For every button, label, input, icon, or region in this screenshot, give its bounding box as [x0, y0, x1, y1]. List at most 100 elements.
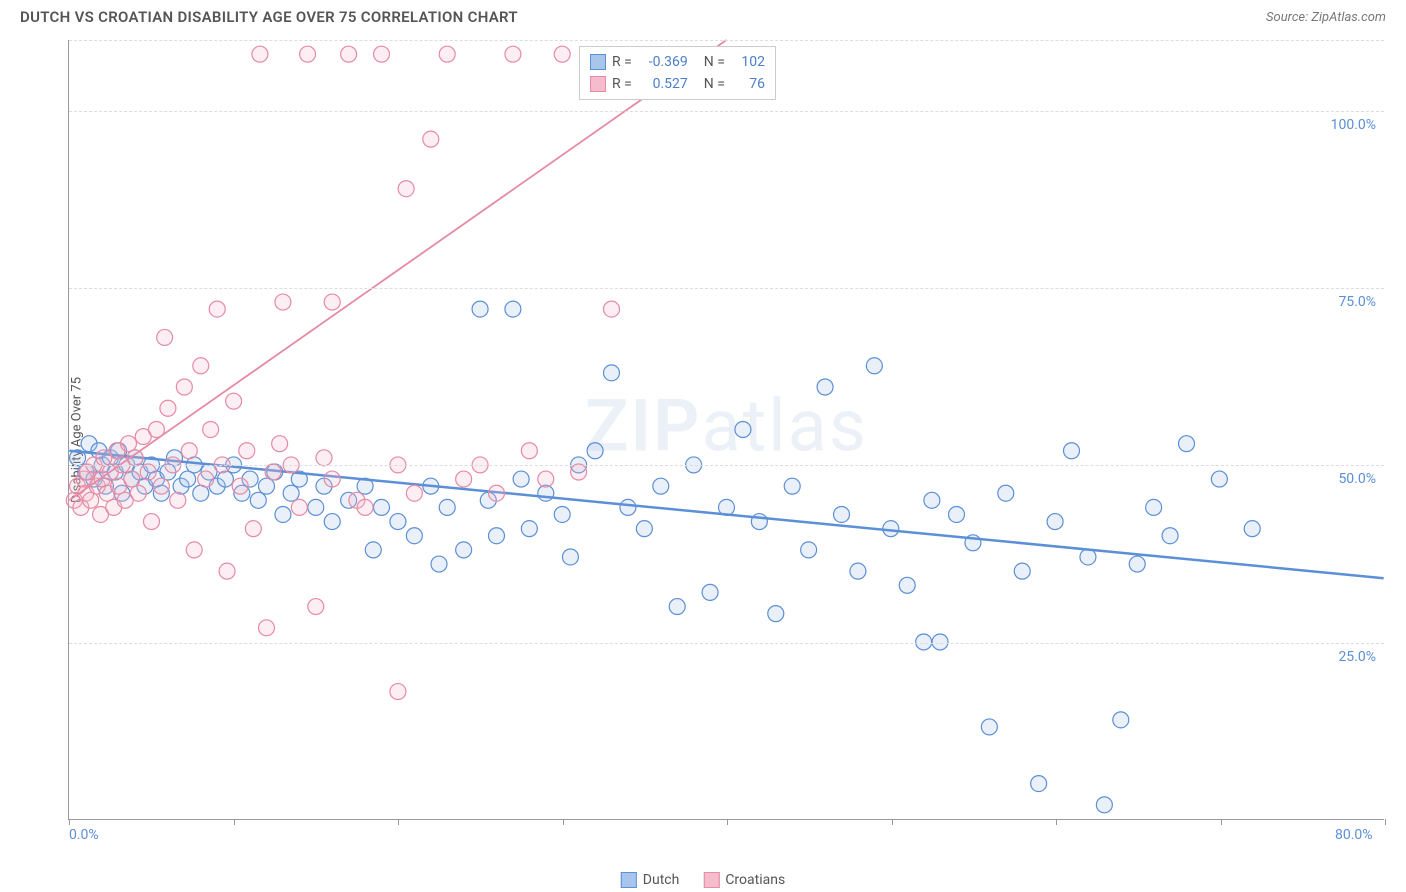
data-point [1014, 563, 1030, 579]
data-point [239, 443, 255, 459]
data-point [390, 684, 406, 700]
data-point [587, 443, 603, 459]
data-point [209, 301, 225, 317]
data-point [735, 422, 751, 438]
data-point [924, 492, 940, 508]
data-point [193, 485, 209, 501]
data-point [160, 400, 176, 416]
data-point [702, 584, 718, 600]
data-point [489, 528, 505, 544]
gridline [69, 40, 1384, 41]
data-point [439, 46, 455, 62]
trend-line [69, 40, 726, 500]
data-point [324, 471, 340, 487]
data-point [250, 492, 266, 508]
data-point [604, 301, 620, 317]
data-point [124, 471, 140, 487]
gridline [69, 643, 1384, 644]
stats-legend-row: R =0.527N =76 [590, 73, 765, 95]
data-point [130, 485, 146, 501]
data-point [620, 499, 636, 515]
data-point [219, 563, 235, 579]
data-point [316, 450, 332, 466]
x-tick-label: 0.0% [69, 827, 99, 843]
x-tick [563, 819, 564, 825]
data-point [834, 506, 850, 522]
data-point [439, 499, 455, 515]
stats-legend: R =-0.369N =102R =0.527N =76 [579, 46, 776, 100]
data-point [324, 514, 340, 530]
data-point [259, 478, 275, 494]
data-point [768, 606, 784, 622]
data-point [431, 556, 447, 572]
data-point [866, 358, 882, 374]
x-tick-label: 80.0% [1335, 827, 1373, 843]
legend-swatch [590, 54, 606, 70]
data-point [1047, 514, 1063, 530]
legend-r-value: 0.527 [638, 73, 688, 95]
data-point [272, 436, 288, 452]
legend-n-value: 102 [731, 51, 765, 73]
x-tick [1385, 819, 1386, 825]
data-point [784, 478, 800, 494]
data-point [83, 492, 99, 508]
data-point [456, 542, 472, 558]
data-point [341, 46, 357, 62]
data-point [604, 365, 620, 381]
bottom-legend: Dutch Croatians [621, 872, 785, 888]
x-tick [1056, 819, 1057, 825]
data-point [817, 379, 833, 395]
legend-label: Croatians [725, 872, 785, 888]
y-tick-label: 50.0% [1338, 471, 1376, 487]
data-point [1064, 443, 1080, 459]
y-tick-label: 25.0% [1338, 649, 1376, 665]
data-point [1146, 499, 1162, 515]
y-tick-label: 100.0% [1331, 117, 1376, 133]
data-point [374, 499, 390, 515]
data-point [562, 549, 578, 565]
data-point [538, 471, 554, 487]
data-point [300, 46, 316, 62]
data-point [308, 499, 324, 515]
x-tick [234, 819, 235, 825]
chart-container: Disability Age Over 75 ZIPatlas R =-0.36… [44, 40, 1384, 840]
data-point [245, 521, 261, 537]
data-point [1096, 797, 1112, 813]
data-point [521, 521, 537, 537]
data-point [275, 506, 291, 522]
data-point [949, 506, 965, 522]
data-point [521, 443, 537, 459]
plot-area: ZIPatlas R =-0.369N =102R =0.527N =76 25… [68, 40, 1384, 820]
data-point [365, 542, 381, 558]
data-point [636, 521, 652, 537]
data-point [423, 131, 439, 147]
data-point [489, 485, 505, 501]
data-point [653, 478, 669, 494]
legend-swatch [590, 76, 606, 92]
chart-title: DUTCH VS CROATIAN DISABILITY AGE OVER 75… [20, 8, 518, 26]
plot-svg [69, 40, 1384, 819]
data-point [291, 499, 307, 515]
y-tick-label: 75.0% [1338, 294, 1376, 310]
data-point [850, 563, 866, 579]
data-point [505, 46, 521, 62]
data-point [180, 471, 196, 487]
data-point [374, 46, 390, 62]
data-point [232, 478, 248, 494]
data-point [1031, 776, 1047, 792]
data-point [170, 492, 186, 508]
data-point [472, 301, 488, 317]
gridline [69, 288, 1384, 289]
legend-item: Dutch [621, 872, 680, 888]
data-point [193, 358, 209, 374]
data-point [143, 514, 159, 530]
data-point [554, 506, 570, 522]
data-point [1211, 471, 1227, 487]
legend-r-label: R = [612, 51, 632, 73]
data-point [176, 379, 192, 395]
data-point [1162, 528, 1178, 544]
legend-n-label: N = [704, 73, 725, 95]
data-point [669, 599, 685, 615]
data-point [203, 422, 219, 438]
data-point [390, 514, 406, 530]
